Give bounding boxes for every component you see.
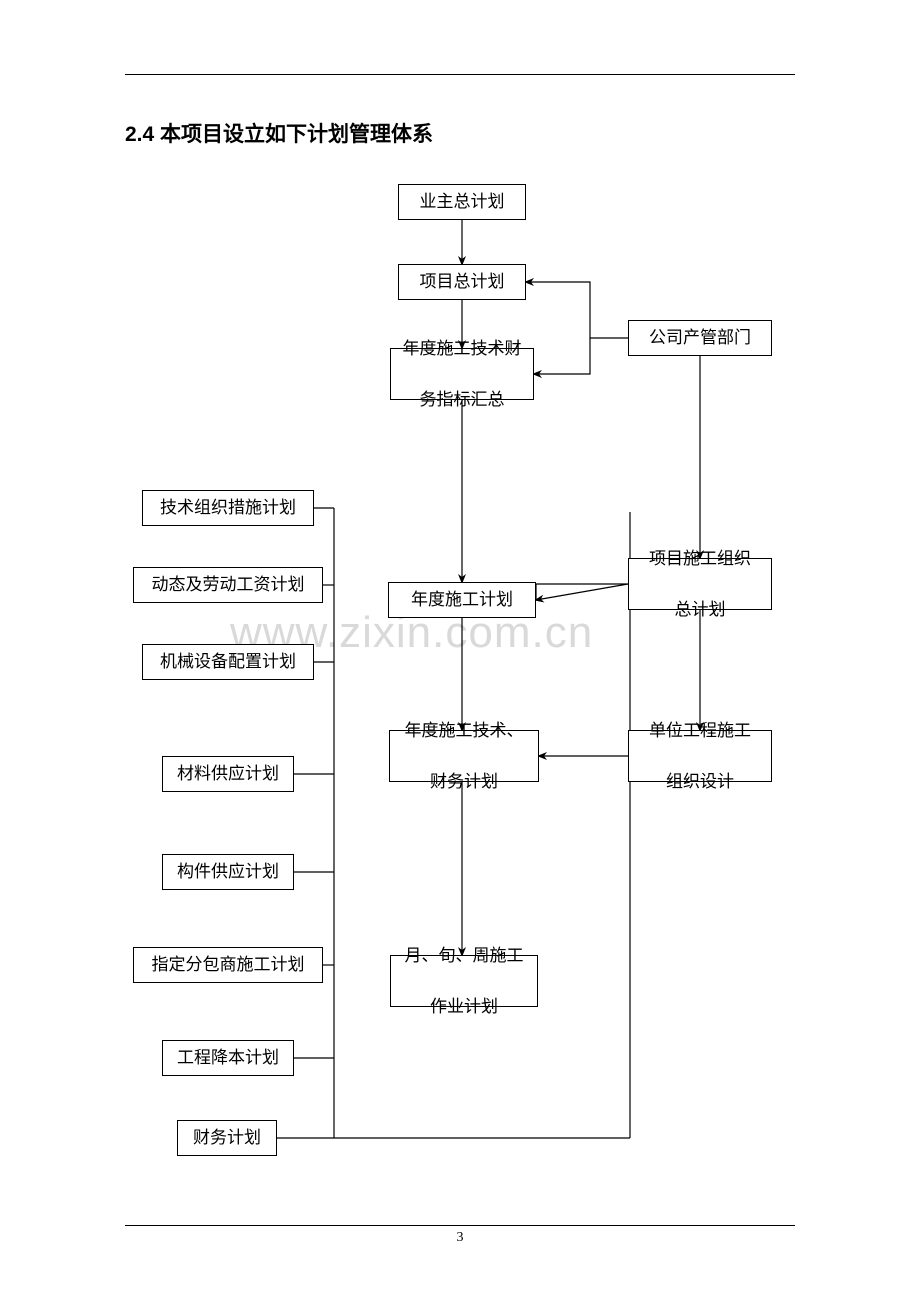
flowchart-node: 月、旬、周施工作业计划 <box>390 955 538 1007</box>
flowchart-node: 年度施工技术财务指标汇总 <box>390 348 534 400</box>
flowchart-node: 动态及劳动工资计划 <box>133 567 323 603</box>
flowchart-node: 指定分包商施工计划 <box>133 947 323 983</box>
flowchart-node: 业主总计划 <box>398 184 526 220</box>
flowchart-node: 年度施工计划 <box>388 582 536 618</box>
flowchart-node: 年度施工技术、财务计划 <box>389 730 539 782</box>
flowchart-node: 项目施工组织总计划 <box>628 558 772 610</box>
flowchart-node: 工程降本计划 <box>162 1040 294 1076</box>
flowchart-node: 构件供应计划 <box>162 854 294 890</box>
flowchart-node: 单位工程施工组织设计 <box>628 730 772 782</box>
flowchart-node: 机械设备配置计划 <box>142 644 314 680</box>
flowchart-node: 材料供应计划 <box>162 756 294 792</box>
flowchart-node: 技术组织措施计划 <box>142 490 314 526</box>
flowchart-node: 财务计划 <box>177 1120 277 1156</box>
flowchart-node: 项目总计划 <box>398 264 526 300</box>
flowchart-node: 公司产管部门 <box>628 320 772 356</box>
